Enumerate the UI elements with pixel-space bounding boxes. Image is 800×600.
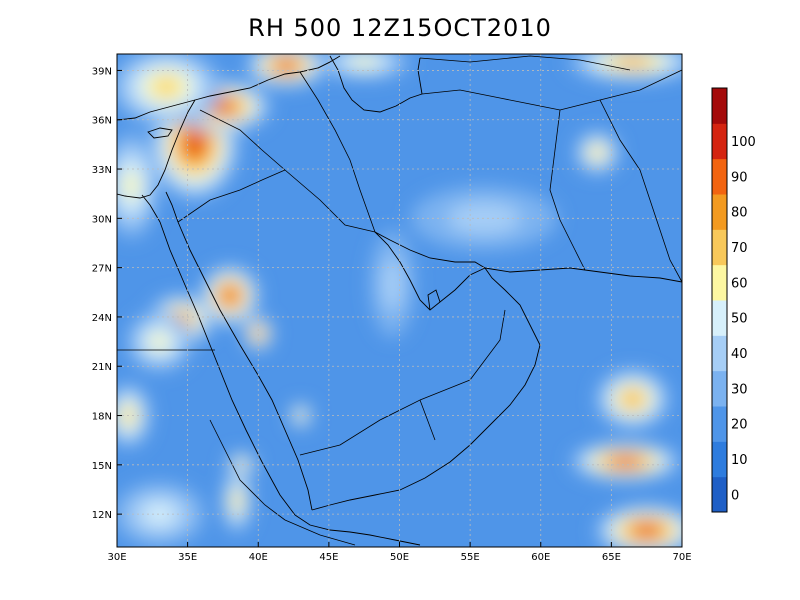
colorbar-swatch-2 xyxy=(712,406,727,442)
border-afghanistan-pakistan xyxy=(599,99,682,283)
persian-gulf-east xyxy=(374,231,486,269)
humidity-blob-4-band-3 xyxy=(352,57,376,67)
caspian-coast xyxy=(329,55,423,113)
y-tick-label-33: 33N xyxy=(92,165,112,176)
persian-gulf-west xyxy=(374,231,486,311)
border-iraq-iran xyxy=(299,71,376,233)
oman-coast xyxy=(484,267,541,346)
colorbar-swatch-11 xyxy=(712,88,727,124)
humidity-blob-16-band-7 xyxy=(618,459,633,464)
humidity-blob-9-band-6 xyxy=(256,330,261,336)
border-ethiopia-somalia xyxy=(284,519,356,546)
y-tick-label-21: 21N xyxy=(92,362,112,373)
y-tick-label-36: 36N xyxy=(92,116,112,127)
qatar-coast xyxy=(427,289,441,311)
x-tick-label-60: 60E xyxy=(531,552,550,563)
x-tick-label-45: 45E xyxy=(319,552,338,563)
x-tick-label-30: 30E xyxy=(107,552,126,563)
colorbar-label-100: 100 xyxy=(731,135,756,150)
humidity-blob-10-band-3 xyxy=(151,334,168,350)
border-saudi-iraq xyxy=(284,169,376,233)
y-tick-label-15: 15N xyxy=(92,461,112,472)
cyprus-coast xyxy=(147,127,173,139)
latitude-axis: 12N 15N 18N 21N 24N 27N 30N 33N 36N 39N xyxy=(92,66,122,521)
humidity-blob-14-band-4 xyxy=(298,412,303,419)
humidity-blob-7-band-7 xyxy=(226,291,234,300)
colorbar-swatch-4 xyxy=(712,335,727,372)
map-gridlines xyxy=(117,54,682,547)
humidity-blob-18-band-4 xyxy=(592,148,602,157)
humidity-blob-17-band-7 xyxy=(640,527,654,534)
gulf-suez xyxy=(141,194,161,223)
colorbar: 0 10 20 30 40 50 60 70 80 90 100 xyxy=(711,87,756,513)
colorbar-swatch-5 xyxy=(712,300,727,336)
y-tick-label-18: 18N xyxy=(92,412,112,423)
y-tick-label-27: 27N xyxy=(92,264,112,275)
gulf-aqaba xyxy=(165,191,179,223)
y-tick-label-24: 24N xyxy=(92,313,112,324)
y-tick-label-39: 39N xyxy=(92,66,112,77)
humidity-blob-2-band-7 xyxy=(281,62,292,69)
coastlines-and-borders xyxy=(117,55,682,546)
x-tick-label-55: 55E xyxy=(461,552,480,563)
humidity-blob-1-band-7 xyxy=(216,103,229,110)
colorbar-swatch-9 xyxy=(712,158,727,195)
colorbar-swatch-8 xyxy=(712,194,727,230)
humidity-blob-13-band-4 xyxy=(234,494,241,508)
colorbar-frame xyxy=(711,87,728,513)
caspian-east-coast xyxy=(417,57,423,95)
colorbar-swatch-0 xyxy=(712,476,727,513)
colorbar-swatch-7 xyxy=(712,229,727,266)
x-tick-label-50: 50E xyxy=(390,552,409,563)
border-saudi-yemen xyxy=(299,399,436,456)
colorbar-swatch-6 xyxy=(712,264,727,301)
humidity-blob-20-band-1 xyxy=(447,202,521,235)
border-iran-afghanistan xyxy=(549,109,586,271)
coastline-turkey xyxy=(117,55,341,121)
longitude-axis: 30E 35E 40E 45E 50E 55E 60E 65E 70E xyxy=(107,542,692,563)
humidity-blob-3-band-4 xyxy=(155,79,178,95)
humidity-blob-0-band-7 xyxy=(189,137,201,152)
colorbar-swatch-3 xyxy=(712,370,727,407)
humidity-blob-19-band-1 xyxy=(381,257,404,311)
border-turkmenistan xyxy=(421,69,682,111)
border-sudan-ethiopia xyxy=(209,419,286,521)
border-turkey-iran xyxy=(317,61,331,69)
colorbar-label-90: 90 xyxy=(731,170,748,185)
colorbar-label-70: 70 xyxy=(731,241,748,256)
colorbar-label-50: 50 xyxy=(731,312,748,327)
arabia-south-coast xyxy=(311,344,541,511)
colorbar-label-0: 0 xyxy=(731,488,739,503)
humidity-blob-21-band-2 xyxy=(144,503,175,525)
coastline-levant xyxy=(117,99,196,199)
x-tick-label-35: 35E xyxy=(178,552,197,563)
map-title: RH 500 12Z15OCT2010 xyxy=(248,14,552,42)
humidity-blob-12-band-4 xyxy=(238,462,245,468)
red-sea-west-coast xyxy=(159,221,296,516)
border-north-asia xyxy=(419,55,631,71)
colorbar-swatch-10 xyxy=(712,123,727,160)
x-tick-label-40: 40E xyxy=(249,552,268,563)
horn-of-africa xyxy=(294,514,421,546)
colorbar-label-60: 60 xyxy=(731,276,748,291)
border-saudi-jordan xyxy=(177,169,286,223)
y-tick-label-12: 12N xyxy=(92,510,112,521)
x-tick-label-70: 70E xyxy=(672,552,691,563)
humidity-blob-6-band-3 xyxy=(124,172,139,199)
humidity-blob-15-band-5 xyxy=(626,394,639,405)
colorbar-label-10: 10 xyxy=(731,453,748,468)
x-tick-label-65: 65E xyxy=(602,552,621,563)
colorbar-swatch-1 xyxy=(712,441,727,478)
colorbar-label-20: 20 xyxy=(731,418,748,433)
border-syria-iraq xyxy=(199,109,286,171)
y-tick-label-30: 30N xyxy=(92,214,112,225)
colorbar-label-30: 30 xyxy=(731,382,748,397)
humidity-blob-5-band-5 xyxy=(621,59,644,66)
border-saudi-oman xyxy=(419,309,506,401)
colorbar-label-40: 40 xyxy=(731,347,748,362)
colorbar-label-80: 80 xyxy=(731,206,748,221)
